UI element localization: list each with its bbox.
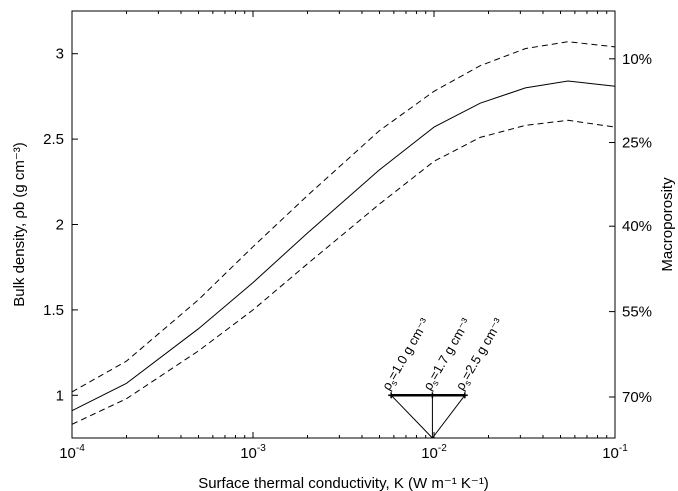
dashed-series-line: [71, 41, 616, 393]
x-axis-label: Surface thermal conductivity, K (W m⁻¹ K…: [198, 475, 489, 491]
y-axis-ticks: 1 1.5 2 2.5 3: [43, 46, 78, 404]
x-tick-label: 10-4: [59, 443, 85, 462]
y2-tick-label: 25%: [622, 135, 652, 152]
y-tick-label: 2.5: [43, 131, 64, 148]
x-tick-label: 10-1: [602, 443, 628, 462]
right-axis-label: Macroporosity: [659, 177, 676, 272]
y-tick-label: 1.5: [43, 302, 64, 319]
dashed-series-line: [71, 119, 616, 425]
y-tick-label: 2: [56, 217, 64, 234]
y-axis-label: Bulk density, ρb (g cm⁻³): [11, 142, 28, 307]
y2-tick-label: 55%: [622, 304, 652, 321]
y2-tick-label: 10%: [622, 51, 652, 68]
plot-frame: [71, 10, 616, 439]
series-group: [71, 41, 616, 425]
y-tick-label: 3: [56, 46, 64, 63]
x-axis-ticks: 10-4 10-3 10-2 10-1: [59, 11, 628, 462]
density-annotation-group: ρs=1.0 g cm⁻³ρs=1.7 g cm⁻³ρs=2.5 g cm⁻³: [379, 315, 506, 439]
solid-series-line: [71, 80, 616, 412]
x-tick-label: 10-2: [421, 443, 447, 462]
y-tick-label: 1: [56, 387, 64, 404]
y2-tick-label: 70%: [622, 389, 652, 406]
right-axis-ticks: 10% 25% 40% 55% 70%: [609, 51, 652, 406]
annotation-connector: [432, 394, 466, 439]
y2-tick-label: 40%: [622, 218, 652, 235]
annotation-connector: [390, 394, 433, 439]
x-tick-label: 10-3: [240, 443, 266, 462]
